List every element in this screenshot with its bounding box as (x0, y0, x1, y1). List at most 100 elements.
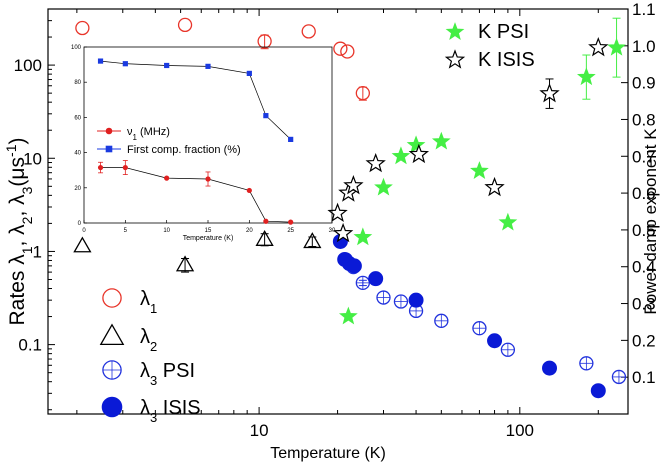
y-axis-title-part: ) (6, 138, 29, 145)
data-point (343, 175, 364, 195)
y-axis-title-part: 1 (19, 246, 35, 254)
data-point (484, 176, 505, 197)
data-point (374, 177, 393, 196)
legend-entry: λ2 (140, 326, 157, 354)
data-point (487, 333, 503, 349)
x-tick-label: 100 (506, 421, 534, 440)
y2-tick-label: 0.2 (632, 331, 656, 350)
data-point (327, 202, 348, 222)
series--2 (73, 229, 322, 273)
series--3-psi (338, 252, 627, 385)
inset-y-tick-label: 0 (78, 221, 82, 227)
data-point (340, 44, 355, 59)
inset-data-point (164, 175, 170, 181)
inset-x-tick-label: 30 (329, 228, 336, 234)
legend-marker (445, 22, 465, 40)
inset-legend-sub: 1 (133, 133, 138, 142)
legend-marker (99, 323, 125, 346)
data-point (339, 306, 358, 325)
inset-y-tick-label: 20 (74, 186, 81, 192)
data-point (303, 232, 322, 249)
legend-entry: K PSI (478, 21, 529, 43)
inset-y-tick-label: 40 (74, 151, 81, 157)
marks-layer (73, 17, 627, 399)
x-tick-label: 10 (250, 421, 269, 440)
inset-data-point (288, 136, 294, 142)
data-point (73, 236, 92, 253)
legend-entry: λ3 PSI (140, 360, 195, 388)
y-tick-label: 10 (23, 149, 42, 168)
data-point (355, 275, 370, 291)
inset-y-tick-label: 100 (71, 45, 82, 51)
inset-data-point (97, 58, 104, 64)
series--1 (75, 17, 370, 101)
y-tick-label: 0.1 (18, 336, 42, 355)
data-point (434, 313, 449, 328)
y-axis-title-part: Rates λ (6, 254, 29, 326)
legend-marker (102, 360, 122, 380)
inset-data-point (97, 164, 104, 171)
data-point (365, 152, 386, 173)
data-point (177, 17, 193, 33)
inset-x-tick-label: 25 (287, 228, 294, 234)
y2-tick-label: 0.7 (632, 147, 656, 166)
legend-symbol: λ (140, 360, 150, 382)
y-axis-title: Rates λ1, λ2, λ3(μs-1) (3, 138, 35, 326)
y2-tick-label: 1.1 (632, 0, 656, 19)
data-point (353, 227, 373, 246)
inset-data-point (263, 113, 269, 119)
inset-y-tick-label: 80 (74, 80, 81, 86)
inset-series--1-mhz- (97, 160, 294, 225)
inset-data-point (205, 176, 211, 182)
data-point (539, 82, 560, 103)
data-point (590, 383, 606, 399)
legend-sub: 3 (150, 373, 157, 388)
inset-data-point (122, 164, 128, 171)
inset-data-point (288, 219, 294, 225)
data-point (406, 135, 426, 154)
inset-legend-text: ν (127, 126, 133, 138)
data-point (576, 67, 596, 86)
data-point (257, 34, 272, 49)
inset-data-point (164, 62, 170, 69)
y2-tick-label: 0.6 (632, 184, 656, 203)
y2-tick-label: 1.0 (632, 37, 656, 56)
inset-legend-marker (105, 145, 113, 153)
legend-entry: K ISIS (478, 49, 535, 71)
axes-layer: 10 1000.11101000.10.20.30.40.50.60.70.80.… (3, 0, 660, 462)
data-point (368, 271, 384, 287)
data-point (391, 146, 411, 165)
data-point (346, 258, 362, 274)
legend-symbol: λ (140, 397, 150, 419)
legend-symbol: λ (140, 288, 150, 310)
y-axis-title-part: 3 (19, 186, 35, 194)
inset-series-first-comp-fraction- (97, 58, 294, 142)
legend-suffix: PSI (157, 360, 195, 382)
data-point (579, 356, 594, 371)
inset-data-point (246, 187, 252, 194)
legend-marker (102, 288, 122, 308)
data-point (542, 360, 558, 376)
data-point (255, 229, 274, 246)
inset-legend-marker (105, 127, 113, 135)
legend-sub: 3 (150, 410, 157, 425)
series-k-psi (339, 17, 626, 325)
data-point (470, 161, 489, 179)
series-k-isis (327, 36, 609, 243)
inset-x-tick-label: 5 (124, 228, 128, 234)
inset-x-tick-label: 0 (82, 228, 86, 234)
data-point (472, 321, 487, 336)
legend-marker (444, 49, 466, 69)
inset-chart: 0 5 10 15 20 25 30 0 20 40 60 80 100 Temperature (K) ν… (71, 45, 336, 242)
inset-legend-suffix: (MHz) (137, 126, 170, 138)
inset-series-line (100, 167, 291, 223)
inset-x-tick-label: 20 (246, 228, 253, 234)
data-point (607, 37, 626, 56)
inset-legend-entry: First comp. fraction (%) (127, 144, 241, 156)
legend-entry: λ1 (140, 288, 157, 316)
data-point (611, 369, 627, 385)
y-axis-title-part: , λ (6, 194, 29, 217)
inset-y-tick-label: 60 (74, 115, 81, 121)
